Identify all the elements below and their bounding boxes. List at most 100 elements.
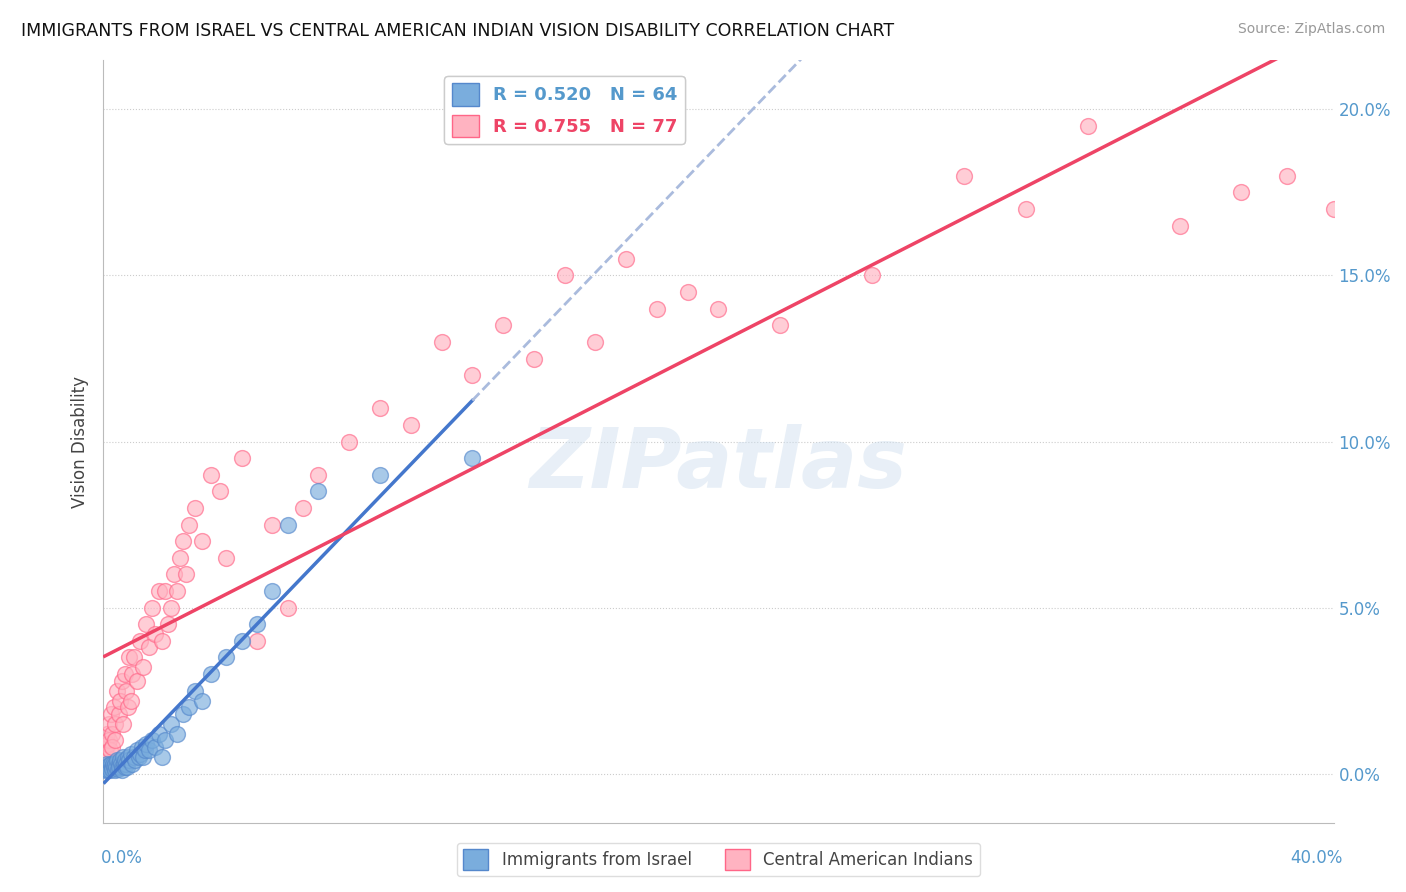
Point [104,716,127,731]
Point [277,600,299,615]
Point [1277,169,1299,183]
Point [115,683,138,698]
Point [172,534,194,549]
Point [97,760,120,774]
Point [122,750,145,764]
Point [97,733,120,747]
Point [108,693,131,707]
Point [98,758,121,772]
Point [107,706,129,721]
Point [104,756,127,771]
Point [208,484,231,499]
Point [94,740,117,755]
Point [114,753,136,767]
Point [128,750,150,764]
Point [100,727,122,741]
Point [953,169,976,183]
Point [645,301,668,316]
Point [108,760,131,774]
Point [163,567,186,582]
Text: IMMIGRANTS FROM ISRAEL VS CENTRAL AMERICAN INDIAN VISION DISABILITY CORRELATION : IMMIGRANTS FROM ISRAEL VS CENTRAL AMERIC… [21,22,894,40]
Point [262,584,284,599]
Text: 0.0%: 0.0% [101,849,143,867]
Point [100,756,122,771]
Point [108,753,131,767]
Point [129,633,152,648]
Point [262,517,284,532]
Point [134,743,156,757]
Point [1168,219,1191,233]
Point [1015,202,1038,216]
Point [184,683,207,698]
Point [153,584,176,599]
Point [138,640,160,655]
Point [150,750,173,764]
Point [120,747,142,761]
Point [125,673,148,688]
Point [337,434,360,449]
Point [166,727,188,741]
Point [166,584,188,599]
Point [179,700,201,714]
Point [98,743,121,757]
Point [184,500,207,515]
Point [308,484,330,499]
Point [1323,202,1346,216]
Point [138,743,160,757]
Point [153,733,176,747]
Point [124,753,146,767]
Point [769,318,792,333]
Point [292,500,315,515]
Point [554,268,576,283]
Point [169,550,191,565]
Point [104,764,127,778]
Point [132,750,155,764]
Point [107,762,129,776]
Point [141,600,163,615]
Y-axis label: Vision Disability: Vision Disability [72,376,89,508]
Point [135,617,157,632]
Point [115,760,138,774]
Point [122,650,145,665]
Point [117,700,139,714]
Point [430,334,453,349]
Point [107,756,129,771]
Point [614,252,637,266]
Point [159,600,181,615]
Point [103,760,125,774]
Legend: R = 0.520   N = 64, R = 0.755   N = 77: R = 0.520 N = 64, R = 0.755 N = 77 [444,77,685,144]
Point [111,764,134,778]
Point [231,451,253,466]
Point [231,633,253,648]
Point [110,673,132,688]
Point [159,716,181,731]
Text: 40.0%: 40.0% [1291,849,1343,867]
Point [461,368,484,383]
Point [150,633,173,648]
Point [93,764,115,778]
Point [121,756,143,771]
Point [368,401,391,416]
Point [156,617,179,632]
Point [215,550,238,565]
Point [98,716,121,731]
Point [1076,119,1098,133]
Point [96,762,118,776]
Point [100,760,122,774]
Point [174,567,197,582]
Point [94,760,117,774]
Point [145,740,167,755]
Point [190,534,212,549]
Point [860,268,883,283]
Point [105,753,128,767]
Point [114,760,136,774]
Point [110,760,132,774]
Point [120,693,142,707]
Point [1230,186,1253,200]
Point [246,633,269,648]
Point [97,764,120,778]
Point [101,756,124,771]
Point [96,727,118,741]
Point [129,747,152,761]
Point [97,737,120,751]
